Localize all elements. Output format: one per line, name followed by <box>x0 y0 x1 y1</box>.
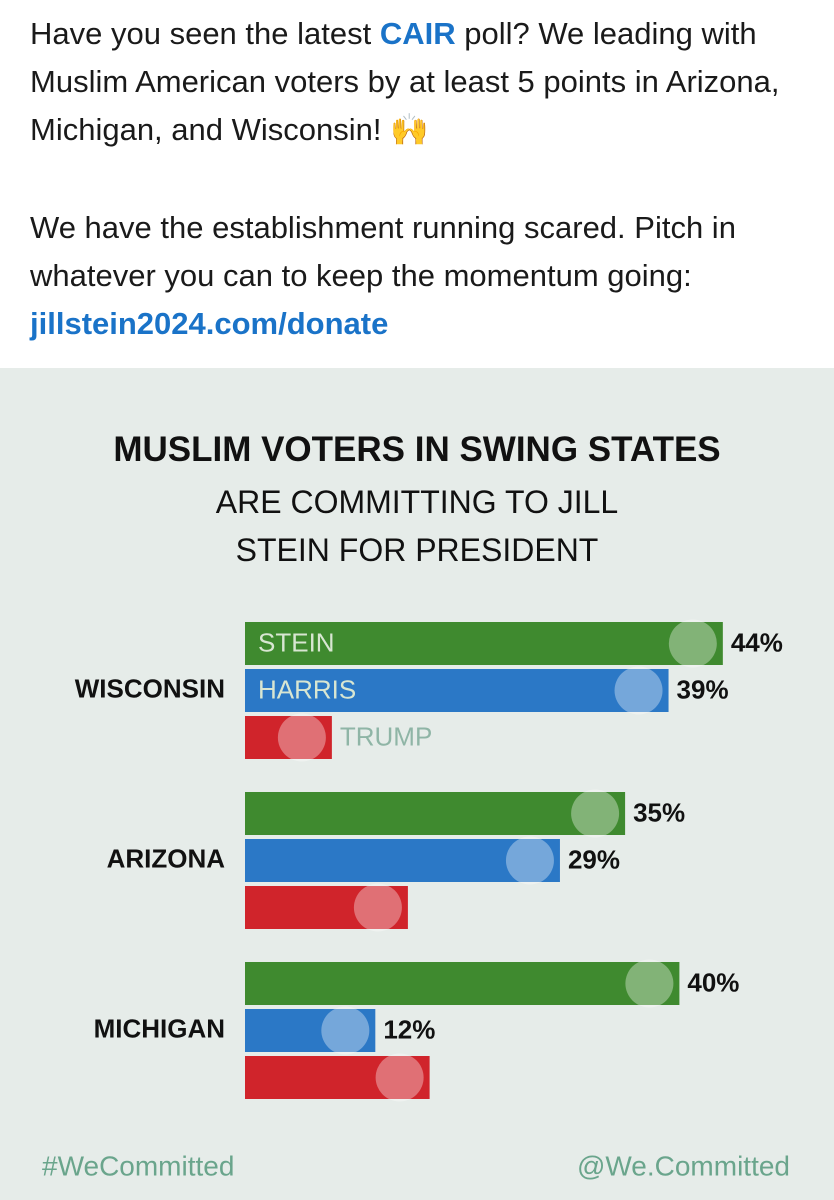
paragraph: We have the establishment running scared… <box>30 204 820 348</box>
value-label: 29% <box>568 844 620 874</box>
post-text: Have you seen the latest CAIR poll? We l… <box>30 10 820 398</box>
portrait <box>571 789 620 838</box>
portrait <box>625 959 674 1008</box>
portrait <box>353 883 402 932</box>
portrait <box>375 1053 424 1102</box>
bar <box>245 886 408 929</box>
chart-title: MUSLIM VOTERS IN SWING STATES <box>113 430 721 469</box>
link[interactable]: jillstein2024.com/donate <box>30 306 389 341</box>
bar <box>245 669 669 712</box>
value-label: 35% <box>633 797 685 827</box>
value-label: 39% <box>677 674 729 704</box>
portrait <box>614 666 663 715</box>
series-label: HARRIS <box>258 674 356 704</box>
bar <box>245 622 723 665</box>
bar <box>245 716 332 759</box>
series-label: TRUMP <box>340 721 432 751</box>
text: poll? We leading with Muslim American vo… <box>30 16 780 147</box>
category-label: ARIZONA <box>107 843 226 873</box>
value-label: 44% <box>731 627 783 657</box>
portrait <box>668 619 717 668</box>
footer-hashtag: #WeCommitted <box>42 1150 234 1181</box>
paragraph: Have you seen the latest CAIR poll? We l… <box>30 10 820 154</box>
category-label: MICHIGAN <box>94 1013 225 1043</box>
series-label: STEIN <box>258 627 335 657</box>
portrait <box>321 1006 370 1055</box>
bar <box>245 1009 376 1052</box>
footer-handle: @We.Committed <box>577 1150 790 1181</box>
bar <box>245 1056 430 1099</box>
text: We have the establishment running scared… <box>30 210 736 293</box>
portrait <box>277 713 326 762</box>
chart-image: MUSLIM VOTERS IN SWING STATES ARE COMMIT… <box>0 368 834 1200</box>
chart: WISCONSIN 44% STEIN 39% HARRIS TRUMP ARIZONA 35… <box>42 619 790 1181</box>
link[interactable]: CAIR <box>379 16 456 51</box>
value-label: 40% <box>687 967 739 997</box>
text: Have you seen the latest <box>30 16 380 51</box>
bar <box>245 792 626 835</box>
category-label: WISCONSIN <box>75 673 225 703</box>
chart-subtitle: ARE COMMITTING TO JILL STEIN FOR PRESIDE… <box>215 484 619 568</box>
bar <box>245 962 680 1005</box>
bar <box>245 839 560 882</box>
portrait <box>505 836 554 885</box>
value-label: 12% <box>383 1014 435 1044</box>
